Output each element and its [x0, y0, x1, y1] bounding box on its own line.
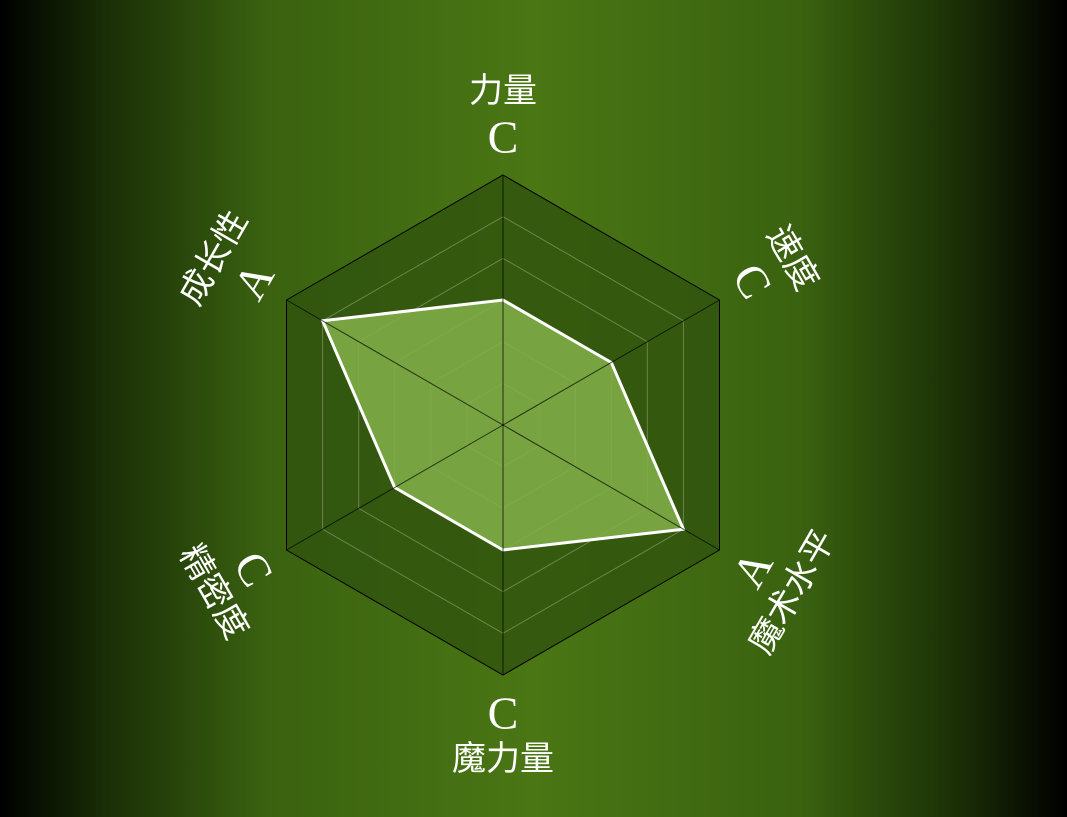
axis-grade-label: C	[488, 688, 519, 739]
radar-axis-spoke	[286, 299, 504, 426]
axis-grade-label: C	[488, 112, 519, 163]
radar-axis-spoke	[502, 299, 720, 426]
radar-axis-spoke	[286, 424, 504, 551]
axis-name-label: 魔力量	[452, 739, 554, 779]
axis-name-label: 力量	[469, 71, 537, 111]
axis-name-label: 魔术水平	[741, 523, 844, 661]
radar-axis-spoke	[502, 424, 720, 551]
